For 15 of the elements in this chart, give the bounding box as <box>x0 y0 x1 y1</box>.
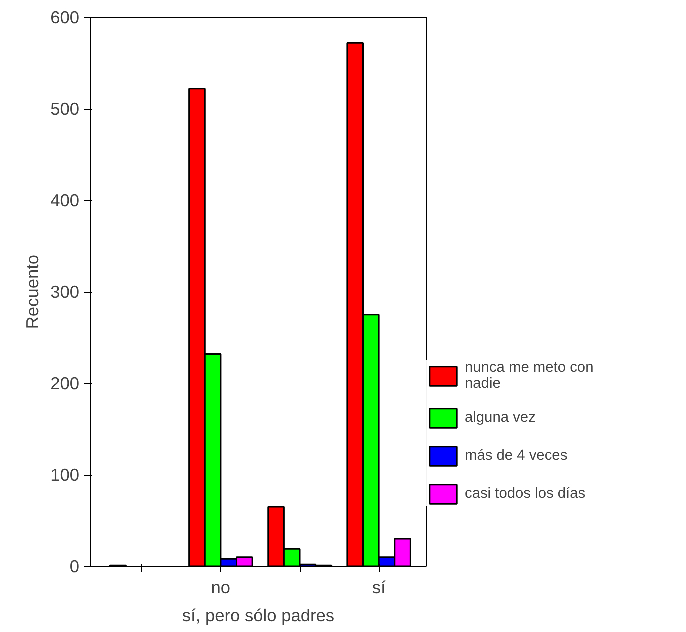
x-tick-label: no <box>211 578 231 598</box>
y-tick-label: 300 <box>50 282 80 302</box>
y-tick-label: 0 <box>70 556 80 576</box>
x-axis-title: sí, pero sólo padres <box>182 606 335 626</box>
y-tick-label: 600 <box>50 8 80 28</box>
legend-label: más de 4 veces <box>465 448 569 464</box>
y-tick-label: 400 <box>50 190 80 210</box>
y-tick-label: 200 <box>50 374 80 394</box>
x-tick-label: sí <box>372 578 386 598</box>
y-tick-label: 500 <box>50 99 80 119</box>
y-tick-label: 100 <box>50 465 80 485</box>
legend-label: nunca me meto con nadie <box>465 360 595 392</box>
legend-label: alguna vez <box>465 410 537 426</box>
y-axis-title: Recuento <box>22 254 43 330</box>
legend-label: casi todos los días <box>465 486 587 502</box>
